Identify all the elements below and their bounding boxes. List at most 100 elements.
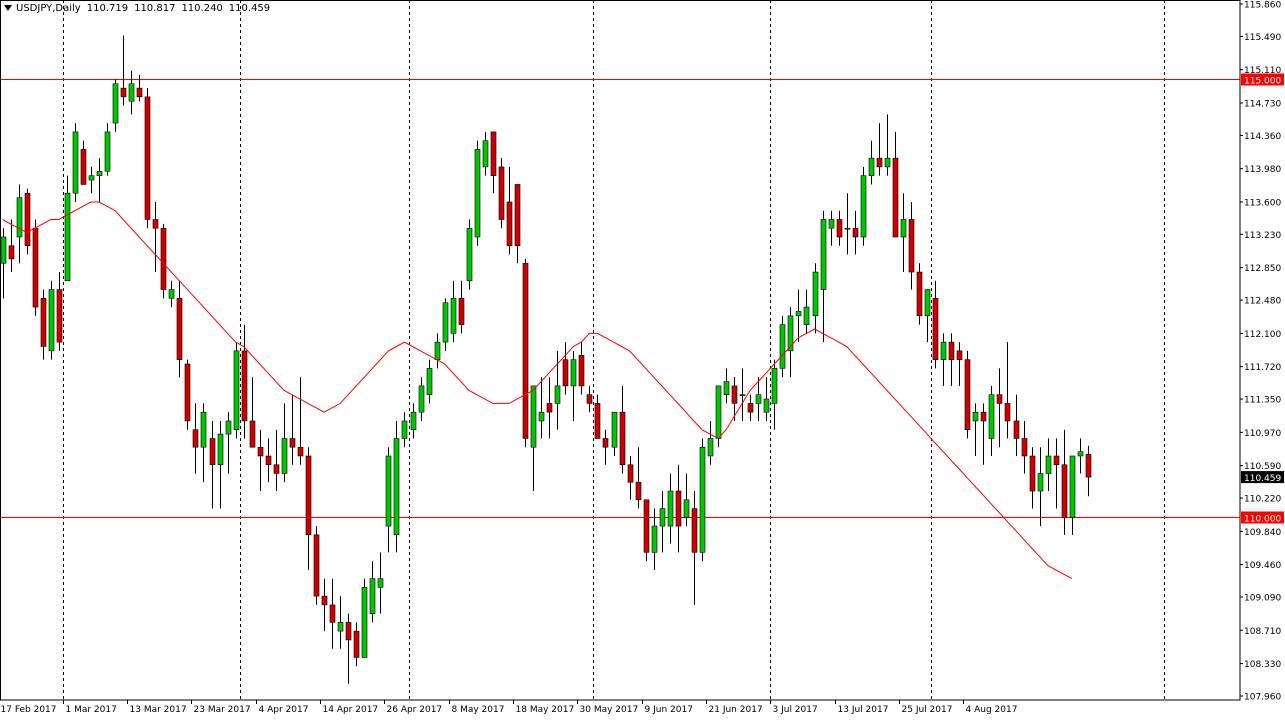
candle-body <box>844 227 851 230</box>
candle-body <box>747 403 754 413</box>
candle-body <box>763 398 770 413</box>
candle <box>988 385 995 456</box>
price-tick-label: 112.850 <box>1244 264 1281 274</box>
candle <box>932 280 939 369</box>
candle <box>369 561 376 623</box>
candle-body <box>233 350 240 431</box>
candle-body <box>410 411 417 431</box>
candle <box>498 158 505 229</box>
candle <box>1069 455 1076 535</box>
candle <box>168 280 175 308</box>
candle-body <box>1053 455 1060 466</box>
candle-body <box>988 394 995 439</box>
time-tick-label: 30 May 2017 <box>580 705 639 715</box>
candle-body <box>168 289 175 299</box>
candle <box>64 175 71 282</box>
candle <box>586 385 593 413</box>
price-tick-label: 109.460 <box>1244 561 1281 571</box>
candle <box>458 280 465 334</box>
time-tick-label: 9 Jun 2017 <box>645 705 693 715</box>
candle-body <box>401 420 408 439</box>
candle <box>546 377 553 439</box>
candle-body <box>667 490 674 527</box>
candle <box>868 140 875 185</box>
candle-body <box>80 149 87 185</box>
candle-body <box>884 157 891 168</box>
candle <box>474 140 481 246</box>
candle-body <box>619 411 626 466</box>
candle-body <box>996 394 1003 404</box>
candle-body <box>369 578 376 614</box>
candle <box>88 166 95 194</box>
candle <box>0 228 7 299</box>
candle-body <box>506 201 513 247</box>
candle-body <box>675 490 682 527</box>
candle-body <box>828 219 835 229</box>
candle <box>426 359 433 404</box>
candle <box>964 350 971 439</box>
candle <box>482 131 489 176</box>
candle-body <box>385 455 392 527</box>
candle-body <box>1037 473 1044 492</box>
candle-body <box>345 622 352 641</box>
dropdown-triangle-icon[interactable] <box>4 5 12 11</box>
candle <box>996 368 1003 448</box>
time-axis: 17 Feb 2017 1 Mar 2017 13 Mar 2017 23 Mar 2… <box>1 700 1017 715</box>
candle-body <box>265 455 272 466</box>
candle-body <box>160 227 167 290</box>
candle-body <box>1013 420 1020 439</box>
candle-body <box>980 411 987 422</box>
candle-body <box>868 157 875 176</box>
time-tick-label: 18 May 2017 <box>516 705 575 715</box>
symbol-label: USDJPY,Daily <box>16 3 81 14</box>
price-tick-label: 114.730 <box>1244 99 1281 109</box>
candle <box>635 447 642 509</box>
candle <box>1053 438 1060 509</box>
candle <box>779 315 786 378</box>
candle-body <box>64 192 71 282</box>
horizontal-line-label-bg <box>1241 511 1284 524</box>
candle <box>747 394 754 421</box>
candle-body <box>192 429 199 448</box>
candle-body <box>56 289 63 343</box>
candle <box>643 499 650 562</box>
candle <box>241 324 248 439</box>
candle-body <box>683 499 690 518</box>
candle <box>683 473 690 527</box>
candle-body <box>964 359 971 431</box>
close-value: 110.459 <box>228 3 271 14</box>
candle-body <box>787 315 794 352</box>
candle <box>852 210 859 255</box>
candle-body <box>88 175 95 181</box>
candle <box>225 412 232 474</box>
candle-body <box>176 298 183 360</box>
time-tick-label: 26 Apr 2017 <box>387 705 443 715</box>
candle-body <box>337 622 344 632</box>
candle <box>48 280 55 360</box>
candle <box>313 526 320 605</box>
candle-body <box>482 140 489 168</box>
current-price-label-bg <box>1241 471 1284 484</box>
candle <box>297 377 304 465</box>
candle-body <box>739 394 746 396</box>
candle <box>176 280 183 378</box>
candle <box>940 333 947 386</box>
horizontal-lines: 115.000 110.000 <box>0 73 1284 525</box>
candle <box>337 596 344 649</box>
price-tick-label: 109.840 <box>1244 528 1281 538</box>
candle-body <box>538 411 545 422</box>
time-tick-label: 14 Apr 2017 <box>323 705 379 715</box>
candle-body <box>771 368 778 404</box>
candle-body <box>249 420 256 448</box>
candle <box>956 342 963 386</box>
candle <box>393 420 400 553</box>
price-tick-label: 109.090 <box>1244 594 1281 604</box>
candle-body <box>554 385 561 404</box>
candle <box>281 403 288 483</box>
time-tick-label: 21 Jun 2017 <box>709 705 763 715</box>
price-axis: 115.860 115.490 115.110 114.730 114.360 113.9… <box>0 0 1284 703</box>
candle <box>192 403 199 474</box>
candle-body <box>426 368 433 395</box>
